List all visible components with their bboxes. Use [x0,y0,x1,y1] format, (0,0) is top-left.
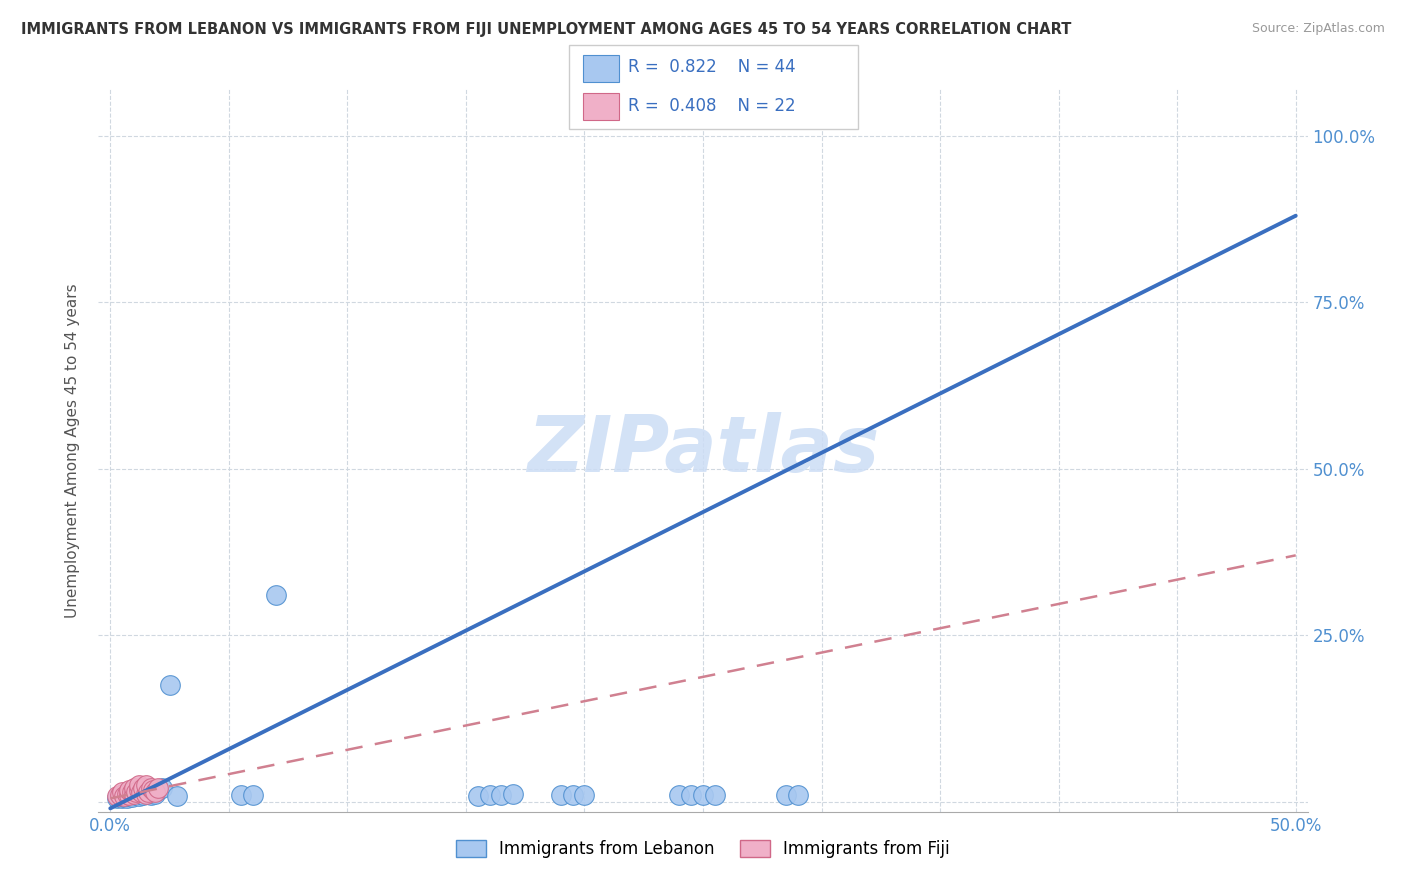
Point [135,781,157,796]
Point [118,785,141,799]
Point [135,778,157,792]
Point [132,781,155,796]
Point [115,791,138,805]
Point [166,789,188,804]
Point [703,788,725,802]
Point [136,785,159,799]
Point [122,782,145,797]
Point [118,788,141,802]
Point [561,788,583,802]
Point [786,788,808,802]
Point [128,785,150,799]
Point [159,678,181,692]
Point [105,789,128,804]
Point [574,788,596,802]
Point [122,787,145,801]
Point [668,788,690,802]
Point [111,785,134,799]
Point [242,788,264,802]
Point [114,787,136,801]
Point [143,785,166,799]
Point [105,791,128,805]
Point [139,788,162,802]
Point [108,789,131,804]
Point [491,788,513,802]
Point [128,789,150,804]
Point [111,788,134,802]
Point [108,788,131,802]
Point [129,785,152,799]
Point [146,781,169,796]
Point [136,787,159,801]
Text: Source: ZipAtlas.com: Source: ZipAtlas.com [1251,22,1385,36]
Point [692,788,714,802]
Point [121,790,143,805]
Point [114,790,136,805]
Point [264,588,287,602]
Text: ZIPatlas: ZIPatlas [527,412,879,489]
Point [132,788,155,802]
Point [502,787,524,801]
Point [775,788,797,802]
Text: R =  0.822    N = 44: R = 0.822 N = 44 [628,59,796,77]
Point [681,788,703,802]
Point [128,782,150,797]
Point [143,787,166,801]
Point [129,787,152,801]
Point [115,789,138,804]
Point [122,781,145,796]
Point [135,787,157,801]
Point [125,788,148,802]
Point [229,788,252,802]
Point [122,787,145,801]
Legend: Immigrants from Lebanon, Immigrants from Fiji: Immigrants from Lebanon, Immigrants from… [450,833,956,865]
Point [118,788,141,802]
Point [115,787,138,801]
Text: R =  0.408    N = 22: R = 0.408 N = 22 [628,96,796,114]
Point [146,782,169,797]
Point [118,782,141,797]
Point [121,785,143,799]
Point [142,785,165,799]
Point [114,789,136,804]
Text: IMMIGRANTS FROM LEBANON VS IMMIGRANTS FROM FIJI UNEMPLOYMENT AMONG AGES 45 TO 54: IMMIGRANTS FROM LEBANON VS IMMIGRANTS FR… [21,22,1071,37]
Point [550,788,572,802]
Point [142,782,165,797]
Y-axis label: Unemployment Among Ages 45 to 54 years: Unemployment Among Ages 45 to 54 years [65,283,80,618]
Point [478,788,501,802]
Point [125,785,148,799]
Point [139,781,162,796]
Point [111,790,134,805]
Point [135,785,157,799]
Point [128,778,150,792]
Point [467,789,489,804]
Point [152,781,174,796]
